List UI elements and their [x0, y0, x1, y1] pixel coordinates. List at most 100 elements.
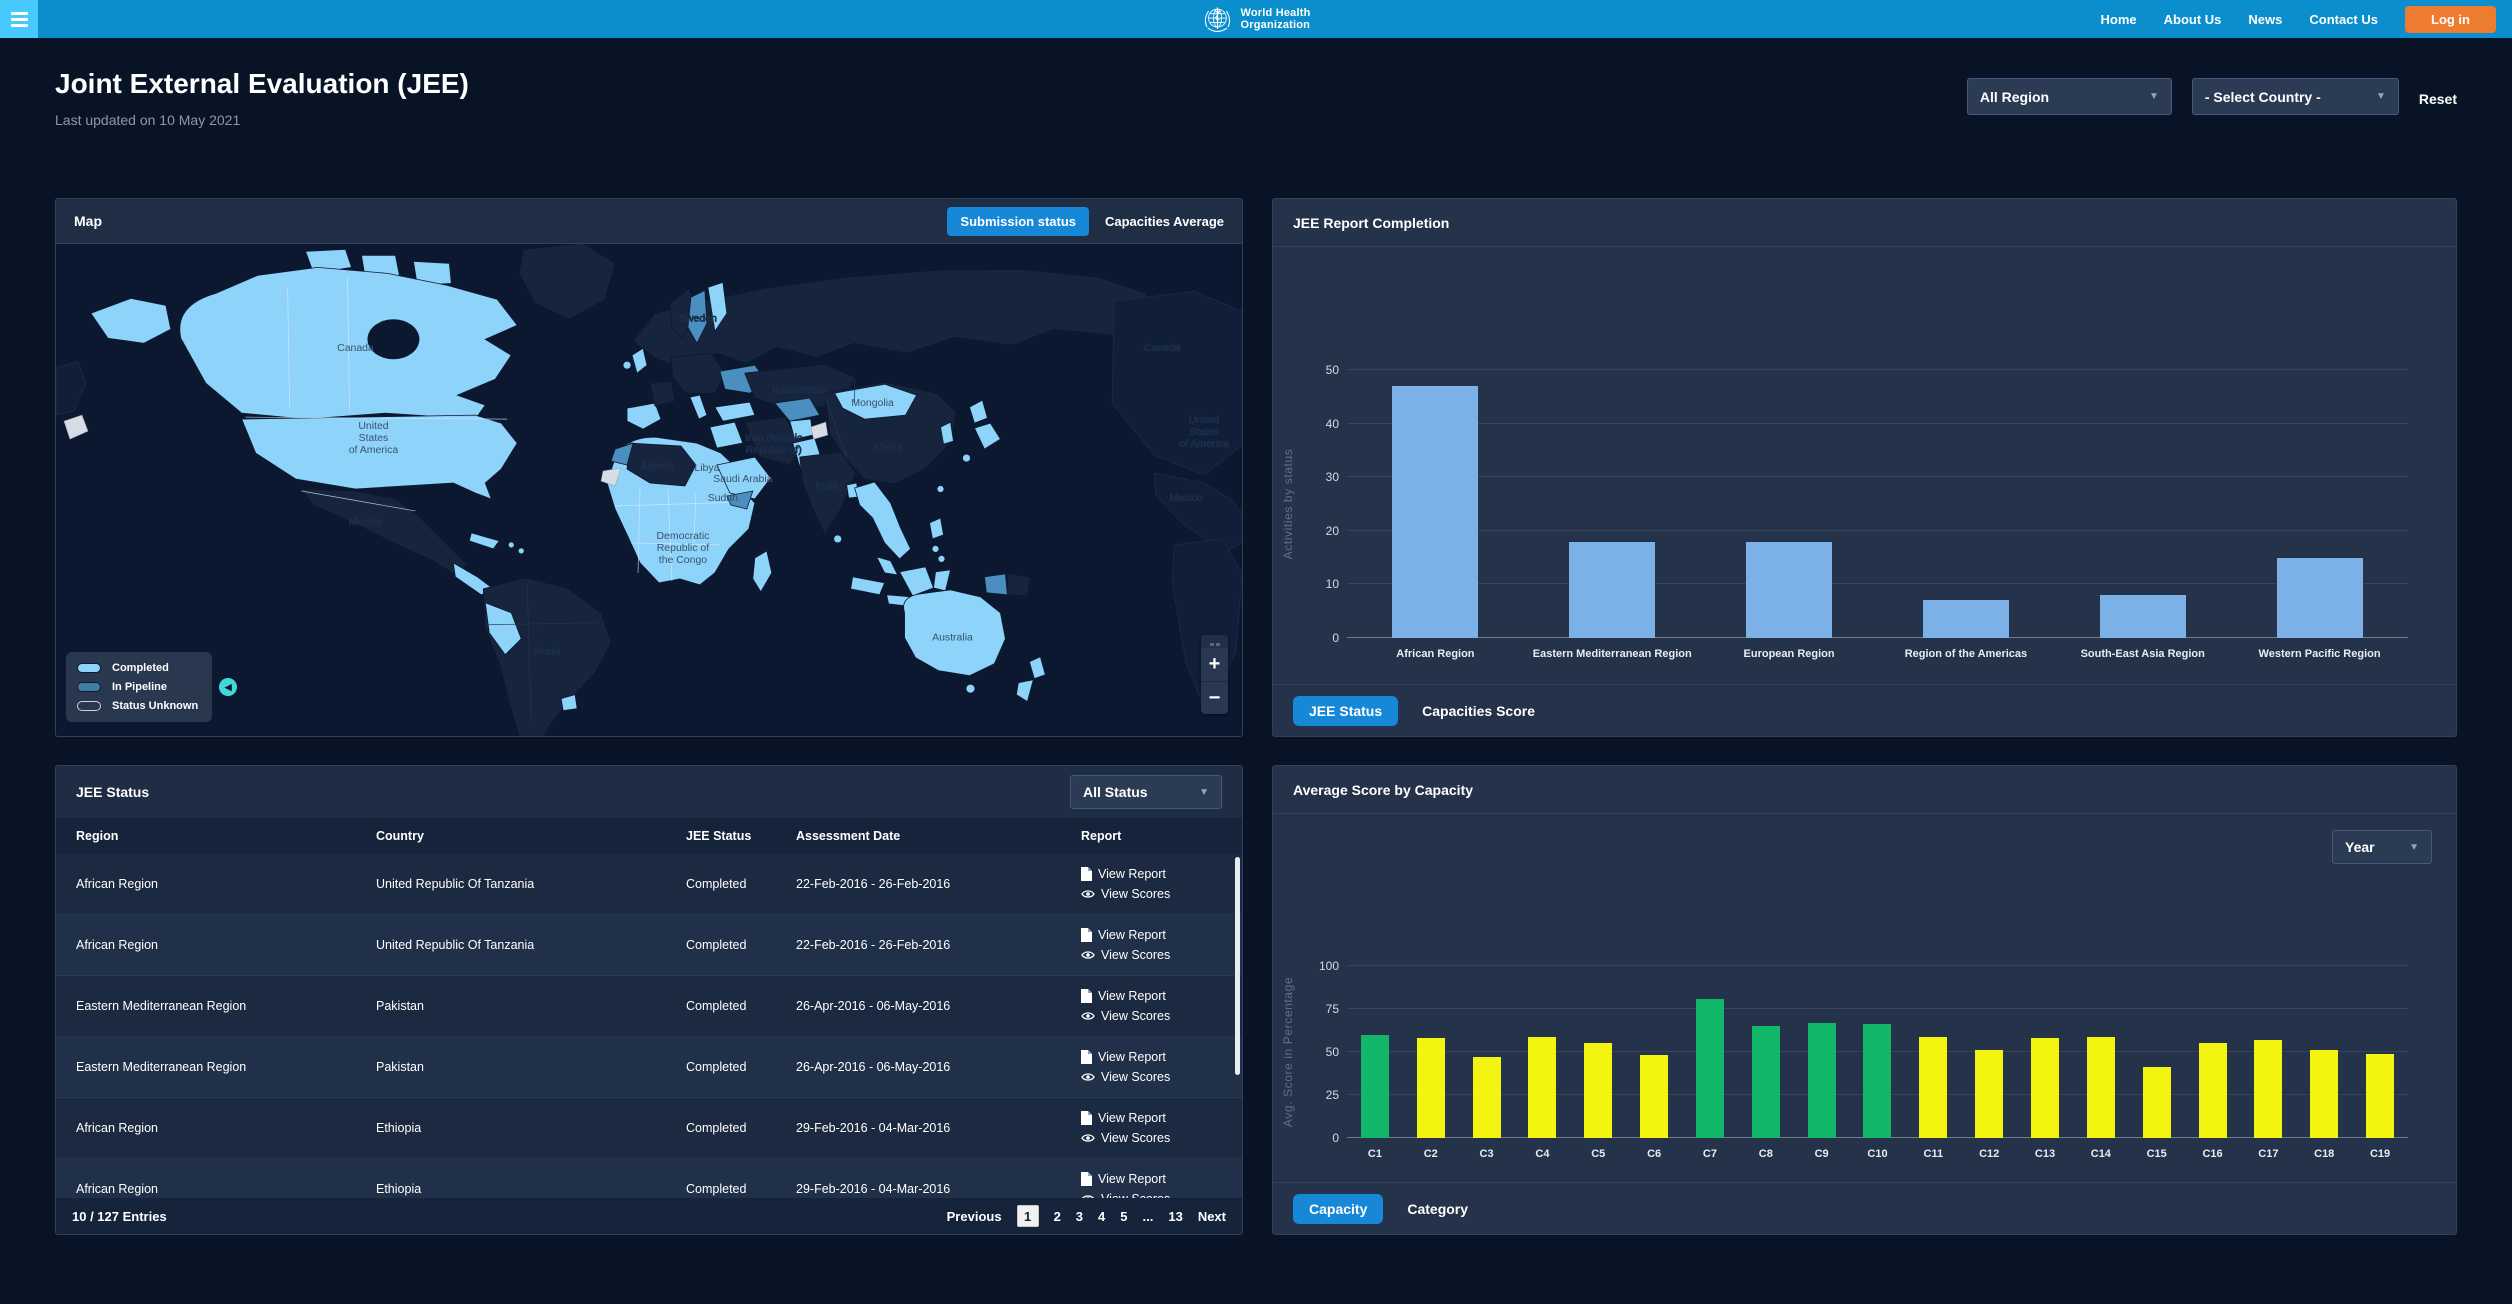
cell-status: Completed — [686, 1182, 747, 1196]
nav-link-contact-us[interactable]: Contact Us — [2309, 11, 2378, 27]
cell-region: Eastern Mediterranean Region — [76, 999, 247, 1013]
bar-eastern-mediterranean-region — [1569, 541, 1656, 638]
view-scores-link[interactable]: View Scores — [1081, 948, 1222, 962]
legend-swatch-pipeline — [77, 682, 101, 692]
last-updated-text: Last updated on 10 May 2021 — [55, 112, 241, 128]
map-label-sweden: Sweden — [679, 313, 717, 324]
y-tick-label: 25 — [1325, 1088, 1339, 1102]
map-fit-button[interactable] — [1201, 635, 1228, 648]
view-report-link[interactable]: View Report — [1081, 1111, 1222, 1125]
pagination-page-3[interactable]: 3 — [1075, 1208, 1084, 1224]
cell-country: Pakistan — [376, 999, 424, 1013]
y-tick-label: 20 — [1325, 523, 1339, 538]
pagination-page-ellipsis[interactable]: ... — [1142, 1208, 1154, 1224]
year-filter-select[interactable]: Year ▼ — [2332, 830, 2432, 864]
cell-region: African Region — [76, 877, 158, 891]
y-tick-label: 75 — [1325, 1002, 1339, 1016]
capacities-average-toggle[interactable]: Capacities Average — [1105, 213, 1224, 229]
x-tick-label: C15 — [2146, 1148, 2167, 1160]
view-report-link[interactable]: View Report — [1081, 867, 1222, 881]
y-axis-label: Avg. Score in Percentage — [1281, 976, 1295, 1128]
view-scores-icon — [1081, 951, 1095, 959]
tab-capacities-score[interactable]: Capacities Score — [1422, 702, 1535, 719]
tab-category[interactable]: Category — [1407, 1200, 1469, 1217]
view-report-link[interactable]: View Report — [1081, 1172, 1222, 1186]
table-header-row: Region Country JEE Status Assessment Date Re… — [56, 818, 1242, 854]
x-tick-label: C13 — [2034, 1148, 2056, 1160]
reset-button[interactable]: Reset — [2418, 90, 2457, 107]
hamburger-menu-icon[interactable] — [0, 0, 38, 38]
avg-score-chart: Avg. Score in Percentage 0 25 50 75 100 C1 C2 C… — [1273, 864, 2456, 1182]
pagination-page-2[interactable]: 2 — [1053, 1208, 1061, 1224]
bar-c15 — [2142, 1067, 2171, 1138]
submission-status-toggle[interactable]: Submission status — [947, 206, 1089, 236]
y-tick-label: 0 — [1332, 631, 1339, 645]
zoom-in-button[interactable]: + — [1201, 648, 1228, 681]
view-report-link[interactable]: View Report — [1081, 928, 1222, 942]
x-tick-label: Eastern Mediterranean Region — [1532, 648, 1692, 660]
region-filter-select[interactable]: All Region ▼ — [1966, 78, 2172, 115]
view-scores-icon — [1081, 1073, 1095, 1081]
table-scrollbar[interactable] — [1235, 857, 1240, 1075]
map-card-title: Map — [74, 213, 102, 229]
cell-region: Eastern Mediterranean Region — [76, 1060, 247, 1074]
map-label-kazakhstan: Kazakhstan — [772, 385, 827, 396]
x-tick-label: African Region — [1396, 648, 1475, 660]
nav-link-news[interactable]: News — [2248, 11, 2283, 27]
nav-link-home[interactable]: Home — [2100, 11, 2137, 27]
view-report-icon — [1081, 1111, 1092, 1125]
map-label-mexico: Mexico — [349, 517, 382, 528]
cell-report: View Report View Scores — [1081, 928, 1222, 962]
pagination-page-1[interactable]: 1 — [1016, 1205, 1039, 1227]
view-report-link[interactable]: View Report — [1081, 1050, 1222, 1064]
pagination-page-5[interactable]: 5 — [1120, 1208, 1128, 1224]
page-title: Joint External Evaluation (JEE) — [55, 68, 469, 99]
table-footer: 10 / 127 Entries Previous 1 2 3 4 5... 13 Next — [56, 1198, 1242, 1234]
zoom-out-button[interactable]: − — [1201, 681, 1228, 714]
world-map[interactable]: Canada United States of America Mexico Brazil… — [56, 244, 1242, 736]
pagination-previous[interactable]: Previous — [946, 1208, 1002, 1224]
view-scores-icon — [1081, 890, 1095, 898]
bar-c19 — [2366, 1053, 2395, 1138]
nav-link-about-us[interactable]: About Us — [2163, 11, 2222, 27]
view-scores-link[interactable]: View Scores — [1081, 1131, 1222, 1145]
legend-swatch-completed — [77, 663, 101, 673]
tab-jee-status[interactable]: JEE Status — [1293, 695, 1399, 726]
view-scores-link[interactable]: View Scores — [1081, 887, 1222, 901]
tab-capacity[interactable]: Capacity — [1293, 1193, 1384, 1224]
cell-dates: 22-Feb-2016 - 26-Feb-2016 — [796, 877, 951, 891]
pagination-page-13[interactable]: 13 — [1168, 1208, 1183, 1224]
bar-african-region — [1392, 386, 1479, 638]
x-tick-label: C17 — [2258, 1148, 2279, 1160]
y-tick-label: 50 — [1325, 363, 1339, 377]
chevron-down-icon: ▼ — [2409, 841, 2419, 853]
map-label-algeria: Algeria — [641, 461, 674, 472]
pagination-page-4[interactable]: 4 — [1098, 1208, 1106, 1224]
cell-report: View Report View Scores — [1081, 1050, 1222, 1084]
country-filter-select[interactable]: - Select Country - ▼ — [2191, 78, 2399, 115]
bar-c11 — [1919, 1036, 1948, 1138]
x-tick-label: C11 — [1923, 1148, 1944, 1160]
view-scores-link[interactable]: View Scores — [1081, 1009, 1222, 1023]
pagination-next[interactable]: Next — [1197, 1208, 1226, 1224]
cell-region: African Region — [76, 938, 158, 952]
bar-european-region — [1746, 541, 1833, 638]
login-button[interactable]: Log in — [2405, 5, 2496, 33]
cell-country: Ethiopia — [376, 1182, 422, 1196]
legend-collapse-button[interactable]: ◀ — [219, 678, 238, 696]
view-scores-link[interactable]: View Scores — [1081, 1070, 1222, 1084]
status-filter-select[interactable]: All Status ▼ — [1070, 775, 1222, 809]
bar-c9 — [1807, 1022, 1836, 1138]
view-report-icon — [1081, 867, 1092, 881]
x-tick-label: C16 — [2202, 1148, 2223, 1160]
y-tick-label: 50 — [1325, 1045, 1339, 1059]
view-report-link[interactable]: View Report — [1081, 989, 1222, 1003]
who-logo-icon — [1204, 7, 1231, 32]
x-tick-label: C4 — [1535, 1148, 1550, 1160]
x-tick-label: Region of the Americas — [1904, 648, 2028, 660]
table-row: African Region United Republic Of Tanzani… — [56, 854, 1242, 915]
cell-country: Pakistan — [376, 1060, 424, 1074]
x-tick-label: C2 — [1423, 1148, 1438, 1160]
bar-c13 — [2031, 1038, 2059, 1138]
view-scores-link[interactable]: View Scores — [1081, 1192, 1222, 1198]
